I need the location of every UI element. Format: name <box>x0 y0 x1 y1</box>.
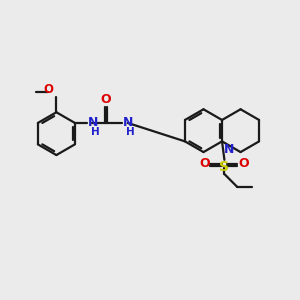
Text: N: N <box>87 116 98 129</box>
Text: O: O <box>200 157 210 170</box>
Text: O: O <box>100 93 111 106</box>
Text: O: O <box>238 157 249 170</box>
Text: N: N <box>123 116 134 129</box>
Text: N: N <box>224 143 234 156</box>
Text: H: H <box>91 127 99 137</box>
Text: H: H <box>126 127 135 137</box>
Text: S: S <box>219 160 230 174</box>
Text: O: O <box>43 82 53 96</box>
